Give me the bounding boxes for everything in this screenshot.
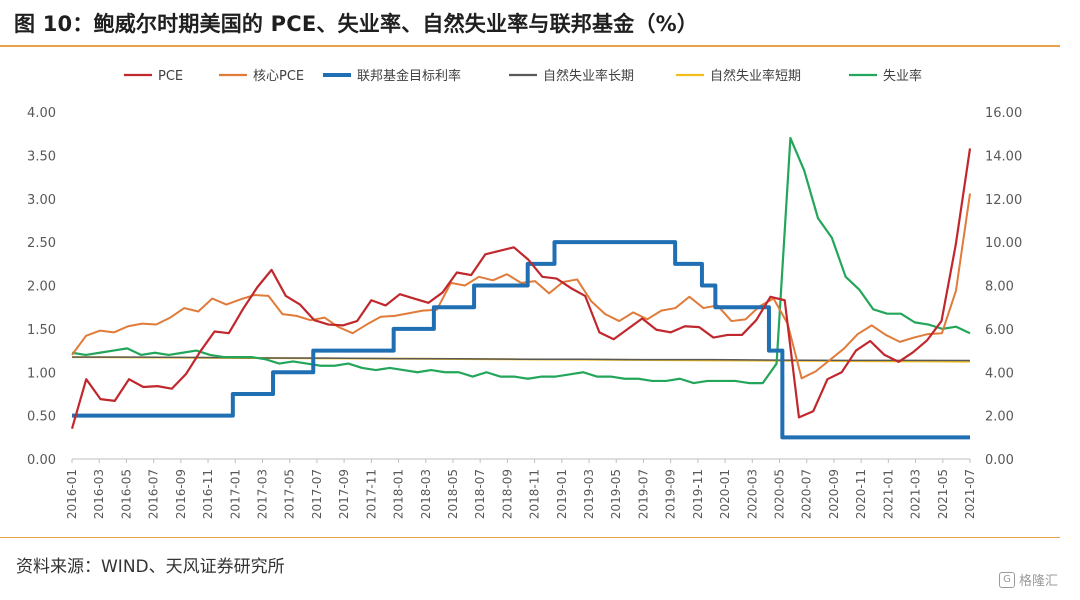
x-tick-label: 2019-07 — [636, 469, 650, 519]
legend-label-unemployment-rate: 失业率 — [883, 68, 922, 84]
x-tick-label: 2016-05 — [119, 469, 133, 519]
y-right-tick-label: 2.00 — [985, 410, 1014, 425]
x-tick-label: 2021-05 — [936, 469, 950, 519]
y-left-tick-label: 3.50 — [27, 149, 56, 164]
x-tick-label: 2018-11 — [528, 469, 542, 519]
glh-logo-icon: G — [998, 571, 1015, 588]
x-tick-label: 2016-03 — [92, 469, 106, 519]
line-chart: PCE 核心PCE 联邦基金目标利率 自然失业率长期 自然失业率短期 失业率 0.000.… — [27, 68, 1022, 519]
x-tick-label: 2017-11 — [364, 469, 378, 519]
x-tick-label: 2020-05 — [773, 469, 787, 519]
x-tick-label: 2017-01 — [228, 469, 242, 519]
y-left-tick-label: 0.00 — [27, 453, 56, 468]
x-tick-label: 2017-03 — [255, 469, 269, 519]
x-tick-label: 2018-05 — [446, 469, 460, 519]
x-tick-label: 2018-07 — [473, 469, 487, 519]
x-tick-label: 2020-01 — [718, 469, 732, 519]
x-tick-label: 2018-01 — [392, 469, 406, 519]
x-tick-label: 2020-03 — [745, 469, 759, 519]
x-tick-label: 2017-05 — [283, 469, 297, 519]
x-tick-label: 2018-03 — [419, 469, 433, 519]
x-tick-label: 2019-03 — [582, 469, 596, 519]
legend-label-core-pce: 核心PCE — [253, 69, 304, 84]
legend-label-pce: PCE — [158, 69, 183, 84]
y-right-tick-label: 14.00 — [985, 149, 1022, 164]
x-tick-label: 2018-09 — [500, 469, 514, 519]
x-tick-label: 2016-09 — [174, 469, 188, 519]
chart-series — [70, 136, 972, 440]
x-tick-label: 2016-11 — [201, 469, 215, 519]
x-tick-label: 2019-09 — [664, 469, 678, 519]
watermark: G 格隆汇 — [998, 570, 1058, 589]
chart-axes: 0.00 0.50 1.00 1.50 2.00 2.50 3.00 3.50 4.00 0.00… — [27, 106, 1022, 519]
x-tick-label: 2019-05 — [609, 469, 623, 519]
x-tick-label: 2016-07 — [147, 469, 161, 519]
series-fed-funds-rate — [72, 240, 970, 440]
page-title: 图 10：鲍威尔时期美国的 PCE、失业率、自然失业率与联邦基金（%） — [14, 12, 699, 36]
chart-legend: PCE 核心PCE 联邦基金目标利率 自然失业率长期 自然失业率短期 失业率 — [124, 68, 922, 84]
x-tick-label: 2020-09 — [827, 469, 841, 519]
x-tick-label: 2020-07 — [800, 469, 814, 519]
x-tick-label: 2021-03 — [909, 469, 923, 519]
legend-label-natural-unemployment-short: 自然失业率短期 — [710, 68, 801, 84]
x-tick-label: 2017-09 — [337, 469, 351, 519]
series-core-pce — [71, 193, 971, 380]
y-left-tick-label: 1.00 — [27, 366, 56, 381]
y-right-tick-label: 6.00 — [985, 323, 1014, 338]
watermark-text: 格隆汇 — [1018, 574, 1058, 589]
x-tick-label: 2019-01 — [555, 469, 569, 519]
y-left-tick-label: 4.00 — [27, 106, 56, 121]
y-right-tick-label: 16.00 — [985, 106, 1022, 121]
x-tick-label: 2016-01 — [65, 469, 79, 519]
y-left-tick-label: 0.50 — [27, 410, 56, 425]
y-left-tick-label: 2.00 — [27, 280, 56, 295]
legend-label-natural-unemployment-long: 自然失业率长期 — [543, 68, 634, 84]
y-right-tick-label: 0.00 — [985, 453, 1014, 468]
x-tick-label: 2019-11 — [691, 469, 705, 519]
x-tick-label: 2021-07 — [963, 469, 977, 519]
y-right-tick-label: 10.00 — [985, 236, 1022, 251]
y-right-tick-label: 8.00 — [985, 280, 1014, 295]
x-tick-label: 2020-11 — [854, 469, 868, 519]
y-left-tick-label: 2.50 — [27, 236, 56, 251]
source-note: 资料来源：WIND、天风证券研究所 — [16, 557, 285, 577]
y-right-tick-label: 4.00 — [985, 366, 1014, 381]
y-left-tick-label: 3.00 — [27, 193, 56, 208]
y-right-tick-label: 12.00 — [985, 193, 1022, 208]
title-divider — [0, 45, 1060, 47]
series-pce — [70, 148, 972, 429]
x-tick-label: 2021-01 — [881, 469, 895, 519]
legend-label-fed-funds-rate: 联邦基金目标利率 — [357, 68, 461, 84]
series-unemployment-rate — [71, 136, 971, 385]
x-tick-label: 2017-07 — [310, 469, 324, 519]
source-divider — [0, 537, 1060, 538]
y-left-tick-label: 1.50 — [27, 323, 56, 338]
